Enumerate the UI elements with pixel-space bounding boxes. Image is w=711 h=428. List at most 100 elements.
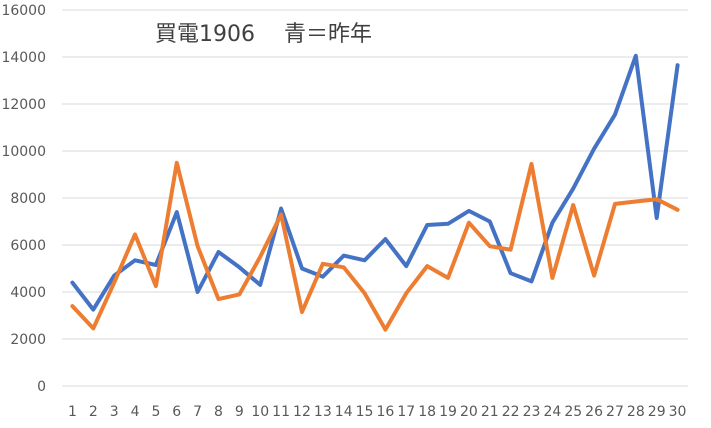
data-point-series-1 bbox=[91, 308, 95, 312]
y-tick-label: 12000 bbox=[1, 97, 46, 113]
data-point-series-2 bbox=[509, 248, 513, 252]
data-point-series-1 bbox=[363, 258, 367, 262]
x-tick-label: 22 bbox=[502, 404, 520, 420]
data-point-series-1 bbox=[446, 222, 450, 226]
data-point-series-2 bbox=[112, 281, 116, 285]
data-point-series-1 bbox=[383, 237, 387, 241]
x-tick-label: 27 bbox=[606, 404, 624, 420]
data-point-series-2 bbox=[425, 264, 429, 268]
data-point-series-2 bbox=[634, 200, 638, 204]
data-point-series-2 bbox=[404, 291, 408, 295]
x-tick-label: 18 bbox=[418, 404, 436, 420]
x-tick-label: 13 bbox=[314, 404, 332, 420]
data-point-series-2 bbox=[237, 292, 241, 296]
data-point-series-1 bbox=[133, 258, 137, 262]
x-tick-label: 5 bbox=[151, 404, 160, 420]
x-tick-label: 26 bbox=[585, 404, 603, 420]
data-point-series-1 bbox=[258, 283, 262, 287]
data-point-series-1 bbox=[655, 216, 659, 220]
data-point-series-2 bbox=[488, 244, 492, 248]
x-tick-label: 29 bbox=[648, 404, 666, 420]
data-point-series-2 bbox=[530, 162, 534, 166]
series-lines bbox=[70, 53, 680, 332]
data-point-series-1 bbox=[467, 209, 471, 213]
x-tick-label: 9 bbox=[235, 404, 244, 420]
series-line-2 bbox=[70, 160, 680, 332]
data-point-series-2 bbox=[676, 208, 680, 212]
data-point-series-1 bbox=[196, 290, 200, 294]
data-point-series-2 bbox=[154, 284, 158, 288]
gridlines bbox=[62, 9, 688, 387]
data-point-series-2 bbox=[446, 276, 450, 280]
x-tick-label: 10 bbox=[251, 404, 269, 420]
data-point-series-2 bbox=[383, 328, 387, 332]
data-point-series-1 bbox=[676, 63, 680, 67]
x-tick-label: 21 bbox=[481, 404, 499, 420]
data-point-series-1 bbox=[425, 223, 429, 227]
data-point-series-1 bbox=[70, 281, 74, 285]
data-point-series-1 bbox=[321, 275, 325, 279]
y-tick-label: 16000 bbox=[1, 3, 46, 19]
x-tick-label: 6 bbox=[172, 404, 181, 420]
y-tick-label: 4000 bbox=[10, 285, 46, 301]
data-point-series-1 bbox=[613, 113, 617, 117]
data-point-series-2 bbox=[613, 202, 617, 206]
x-tick-label: 3 bbox=[110, 404, 119, 420]
data-point-series-2 bbox=[655, 197, 659, 201]
data-point-series-2 bbox=[321, 262, 325, 266]
data-point-series-2 bbox=[279, 212, 283, 216]
y-tick-label: 8000 bbox=[10, 191, 46, 207]
data-point-series-1 bbox=[279, 207, 283, 211]
data-point-series-2 bbox=[175, 161, 179, 165]
x-tick-label: 23 bbox=[523, 404, 541, 420]
data-point-series-1 bbox=[488, 220, 492, 224]
data-point-series-2 bbox=[571, 203, 575, 207]
x-tick-label: 24 bbox=[543, 404, 561, 420]
data-point-series-2 bbox=[258, 255, 262, 259]
data-point-series-2 bbox=[467, 221, 471, 225]
x-tick-label: 16 bbox=[377, 404, 395, 420]
x-tick-label: 8 bbox=[214, 404, 223, 420]
x-tick-label: 4 bbox=[131, 404, 140, 420]
y-tick-label: 0 bbox=[37, 379, 46, 395]
data-point-series-2 bbox=[363, 291, 367, 295]
y-tick-label: 6000 bbox=[10, 238, 46, 254]
data-point-series-2 bbox=[342, 265, 346, 269]
data-point-series-2 bbox=[550, 276, 554, 280]
data-point-series-1 bbox=[571, 187, 575, 191]
x-tick-label: 11 bbox=[272, 404, 290, 420]
x-tick-label: 28 bbox=[627, 404, 645, 420]
x-tick-label: 17 bbox=[397, 404, 415, 420]
x-tick-label: 7 bbox=[193, 404, 202, 420]
data-point-series-1 bbox=[634, 54, 638, 58]
data-point-series-2 bbox=[300, 310, 304, 314]
data-point-series-1 bbox=[175, 210, 179, 214]
chart-title: 買電1906 青＝昨年 bbox=[155, 22, 372, 47]
data-point-series-2 bbox=[196, 244, 200, 248]
data-point-series-1 bbox=[550, 221, 554, 225]
data-point-series-2 bbox=[217, 297, 221, 301]
data-point-series-1 bbox=[509, 271, 513, 275]
data-point-series-1 bbox=[300, 267, 304, 271]
x-tick-label: 1 bbox=[68, 404, 77, 420]
y-tick-label: 2000 bbox=[10, 332, 46, 348]
data-point-series-2 bbox=[70, 304, 74, 308]
x-tick-label: 15 bbox=[356, 404, 374, 420]
x-tick-label: 30 bbox=[669, 404, 687, 420]
data-point-series-1 bbox=[404, 264, 408, 268]
data-point-series-1 bbox=[342, 254, 346, 258]
data-point-series-1 bbox=[217, 250, 221, 254]
data-point-series-1 bbox=[592, 147, 596, 151]
series-line-1 bbox=[70, 53, 680, 312]
x-tick-label: 14 bbox=[335, 404, 353, 420]
x-tick-label: 2 bbox=[89, 404, 98, 420]
data-point-series-1 bbox=[237, 265, 241, 269]
data-point-series-2 bbox=[592, 274, 596, 278]
y-tick-label: 10000 bbox=[1, 144, 46, 160]
x-tick-label: 20 bbox=[460, 404, 478, 420]
data-point-series-2 bbox=[91, 326, 95, 330]
y-tick-label: 14000 bbox=[1, 50, 46, 66]
